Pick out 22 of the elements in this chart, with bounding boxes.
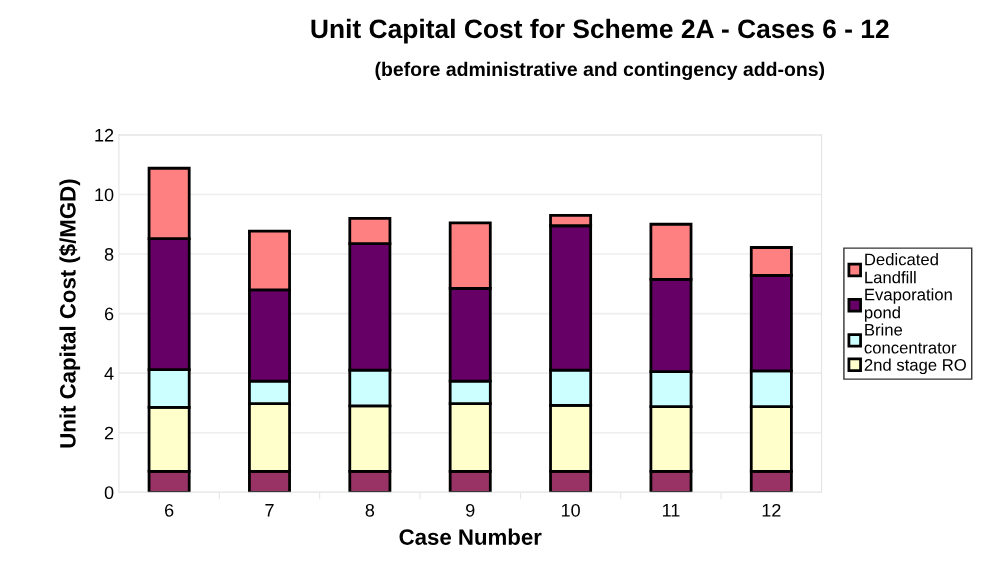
x-tick-label: 8 bbox=[365, 503, 375, 517]
x-tick-label: 11 bbox=[662, 504, 680, 517]
x-axis-title: Case Number bbox=[399, 528, 542, 545]
y-axis-title: Unit Capital Cost ($/MGD) bbox=[59, 179, 81, 448]
y-tick-label: 6 bbox=[104, 307, 114, 321]
chart-title: Unit Capital Cost for Scheme 2A - Cases 6 - 12 bbox=[311, 18, 889, 44]
legend-label: Dedicated Landfill bbox=[865, 253, 938, 284]
y-tick-label: 10 bbox=[95, 188, 114, 202]
legend-label: Brine concentrator bbox=[864, 323, 957, 354]
legend-label: Evaporation pond bbox=[864, 288, 952, 322]
x-tick-label: 12 bbox=[762, 503, 781, 517]
x-tick-label: 10 bbox=[561, 503, 580, 517]
chart-subtitle: (before administrative and contingency add-ons) bbox=[375, 61, 825, 81]
y-tick-label: 4 bbox=[104, 367, 114, 380]
x-tick-label: 9 bbox=[466, 503, 475, 517]
y-tick-label: 0 bbox=[104, 486, 114, 500]
x-tick-label: 6 bbox=[165, 503, 174, 517]
y-tick-label: 2 bbox=[104, 426, 114, 440]
x-tick-label: 7 bbox=[265, 504, 274, 517]
legend-label: 2nd stage RO bbox=[864, 358, 966, 375]
y-tick-label: 8 bbox=[104, 247, 114, 261]
y-tick-label: 12 bbox=[95, 128, 114, 142]
